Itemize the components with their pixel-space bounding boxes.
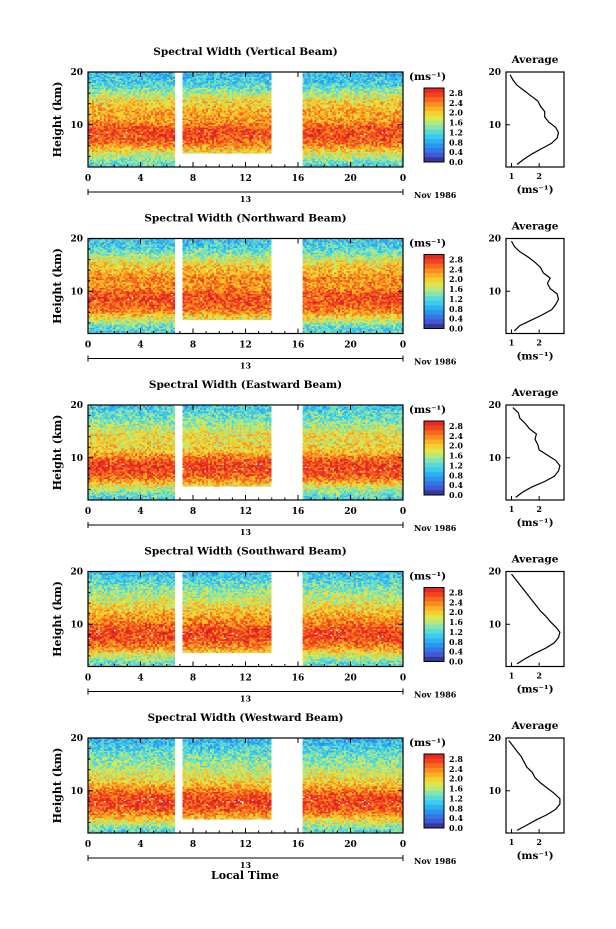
panel-0: Spectral Width (Vertical Beam)0 4 8 12 16 20 0… bbox=[51, 46, 564, 204]
figure: Spectral Width (Vertical Beam)0 4 8 12 16 20 0… bbox=[0, 0, 616, 929]
panels: Spectral Width (Vertical Beam)0 4 8 12 16 20 0… bbox=[51, 46, 564, 870]
heatmap bbox=[88, 72, 403, 167]
panel-title: Spectral Width (Vertical Beam) bbox=[153, 46, 337, 58]
